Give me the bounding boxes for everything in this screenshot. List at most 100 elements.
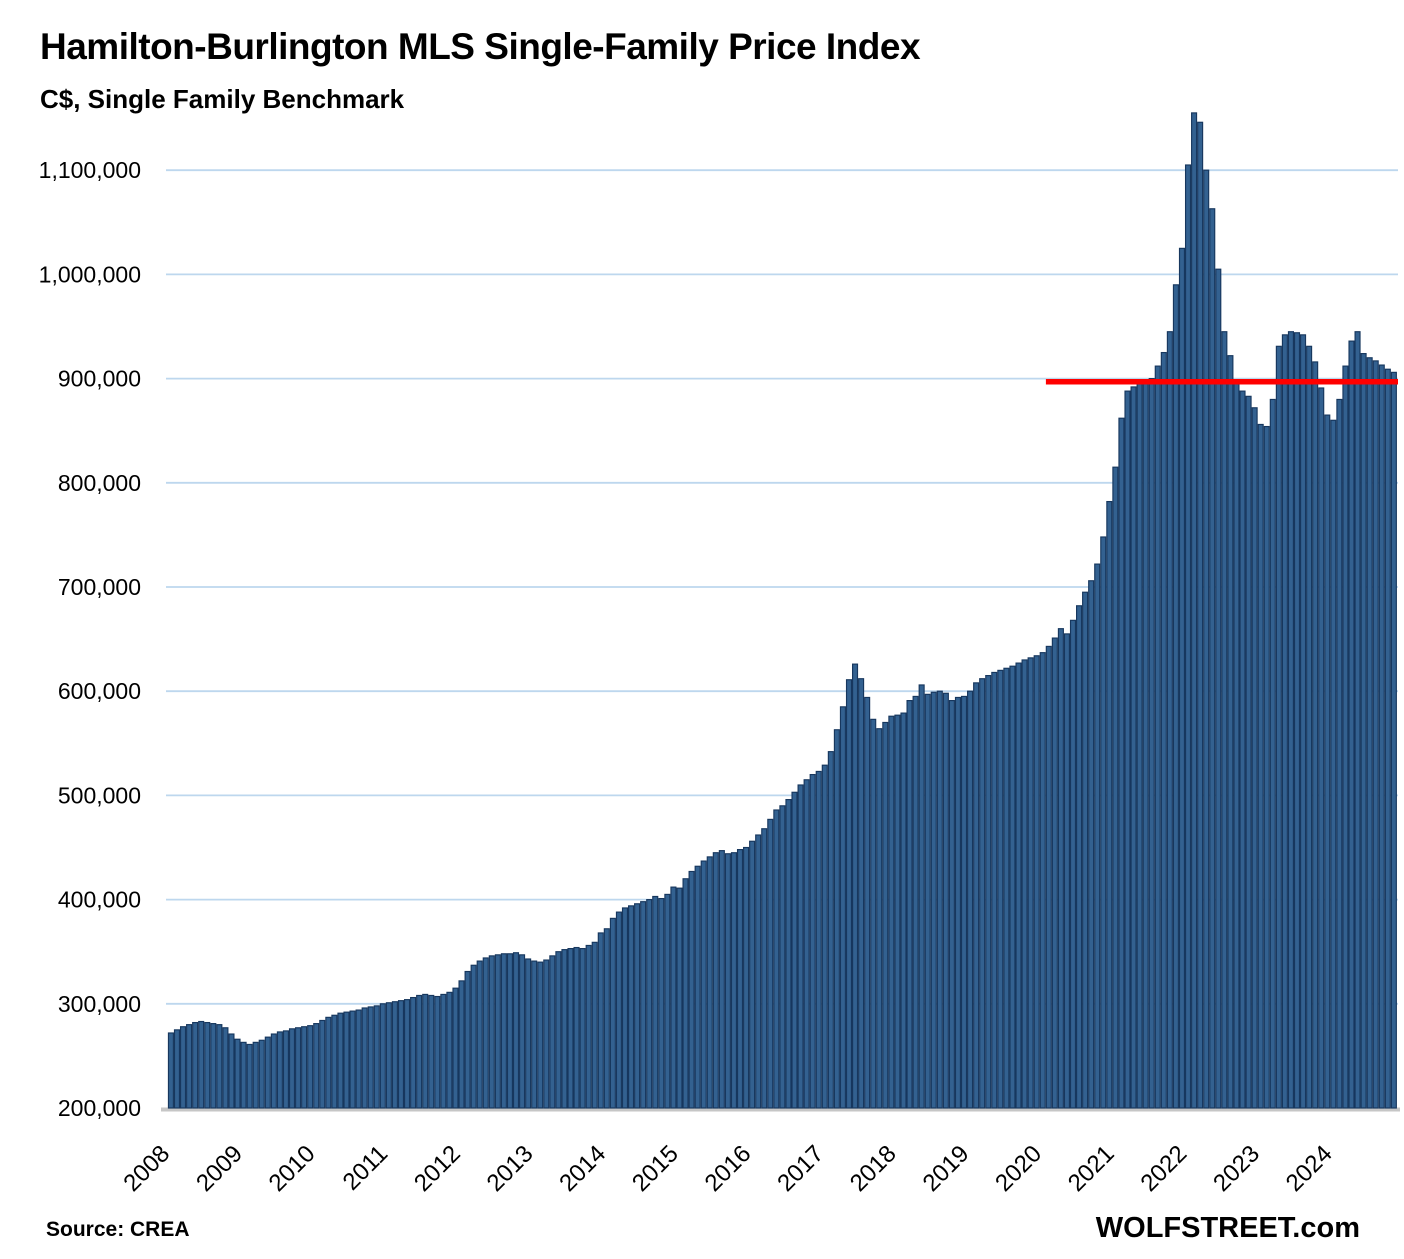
price-bar — [470, 964, 477, 1109]
price-bar — [1372, 360, 1379, 1109]
price-bar — [337, 1012, 344, 1109]
price-bar — [646, 899, 653, 1109]
price-bar — [1269, 398, 1276, 1109]
price-bar — [1390, 371, 1397, 1109]
x-axis-year-label: 2019 — [918, 1140, 975, 1197]
source-note: Source: CREA — [46, 1218, 190, 1241]
x-axis-year-label: 2023 — [1208, 1140, 1265, 1197]
price-bar — [1233, 383, 1240, 1109]
price-bar — [888, 715, 895, 1109]
price-bar — [1148, 378, 1155, 1109]
x-axis-year-label: 2022 — [1135, 1140, 1192, 1197]
price-bar — [1330, 419, 1337, 1109]
price-bar — [1069, 619, 1077, 1109]
price-bar — [773, 809, 780, 1109]
price-bar — [537, 961, 544, 1109]
price-bar — [573, 946, 580, 1109]
y-axis-tick-label: 800,000 — [58, 470, 141, 496]
price-bar — [900, 712, 907, 1109]
price-bar — [1033, 655, 1040, 1109]
price-bar — [670, 886, 677, 1109]
price-bar — [615, 911, 622, 1109]
price-bar — [1100, 536, 1107, 1109]
price-bar — [870, 718, 877, 1109]
price-bar — [1257, 423, 1264, 1109]
price-bar — [1057, 628, 1064, 1109]
price-bar — [173, 1029, 181, 1109]
price-bar — [198, 1020, 205, 1109]
price-bar — [985, 674, 992, 1109]
price-bar — [1021, 659, 1028, 1109]
price-bar — [422, 993, 429, 1109]
price-bar — [694, 865, 701, 1109]
x-axis-year-label: 2011 — [338, 1140, 394, 1196]
price-bar — [876, 728, 883, 1109]
price-bar — [288, 1028, 296, 1109]
price-bar — [1045, 645, 1052, 1109]
price-bar — [186, 1024, 193, 1109]
price-bar — [319, 1019, 326, 1109]
price-bar — [1027, 657, 1034, 1109]
price-bar — [1063, 633, 1070, 1109]
price-bar — [403, 999, 411, 1109]
price-bar — [930, 691, 937, 1109]
x-axis-year-label: 2024 — [1281, 1140, 1338, 1197]
price-bar — [270, 1033, 277, 1109]
price-bar — [246, 1043, 253, 1109]
x-axis-year-label: 2021 — [1063, 1140, 1120, 1197]
price-bar — [1378, 364, 1385, 1109]
price-bar — [349, 1010, 356, 1109]
price-bar — [1112, 466, 1119, 1109]
price-bar — [519, 954, 526, 1109]
price-bar — [561, 949, 568, 1109]
price-bar — [845, 679, 853, 1109]
price-bar — [779, 805, 786, 1109]
price-bar — [1324, 414, 1331, 1109]
price-bar — [410, 996, 417, 1109]
x-axis-year-label: 2008 — [118, 1140, 175, 1197]
price-bar — [1015, 662, 1022, 1109]
price-bar — [1239, 390, 1246, 1109]
price-bar — [864, 696, 871, 1109]
price-bar — [385, 1002, 392, 1109]
price-bar — [1306, 345, 1313, 1109]
price-bar — [803, 779, 810, 1109]
price-bar — [1209, 208, 1216, 1109]
price-bar — [924, 693, 931, 1109]
y-axis-tick-label: 200,000 — [58, 1095, 141, 1121]
price-bar — [1312, 361, 1319, 1109]
price-bar — [954, 696, 962, 1109]
price-bar — [1354, 331, 1361, 1109]
price-bar — [749, 840, 756, 1109]
price-bar — [1263, 425, 1270, 1109]
price-bar — [973, 682, 980, 1109]
x-axis-year-label: 2015 — [627, 1140, 684, 1197]
price-bar — [712, 852, 719, 1109]
price-bar — [240, 1041, 247, 1109]
price-bar — [373, 1005, 380, 1109]
price-bar — [579, 947, 586, 1109]
price-bar — [343, 1011, 350, 1109]
price-bar — [906, 700, 913, 1109]
price-bar — [264, 1036, 271, 1109]
price-bar — [1287, 331, 1294, 1109]
price-bar — [361, 1007, 368, 1109]
price-bar — [367, 1006, 374, 1109]
price-bar — [1130, 386, 1137, 1109]
price-bar — [476, 960, 483, 1109]
price-bar — [1275, 345, 1282, 1109]
price-bar — [525, 958, 532, 1109]
price-bar — [821, 764, 828, 1109]
price-bar — [1251, 407, 1258, 1109]
price-bar — [894, 714, 901, 1109]
price-bar — [1366, 357, 1373, 1109]
price-bar — [555, 951, 562, 1109]
price-bar — [960, 695, 968, 1109]
price-bar — [282, 1030, 290, 1109]
price-bar — [858, 678, 865, 1109]
price-bar — [767, 818, 774, 1109]
y-axis-tick-label: 1,100,000 — [39, 157, 141, 183]
price-bar — [307, 1025, 314, 1109]
y-axis-tick-label: 300,000 — [58, 991, 141, 1017]
